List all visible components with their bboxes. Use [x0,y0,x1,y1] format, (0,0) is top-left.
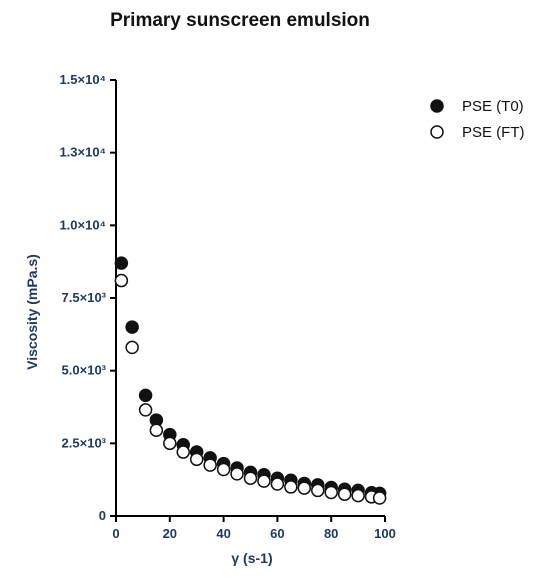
y-axis-label: Viscosity (mPa.s) [24,254,40,370]
y-tick-label: 1.3×10⁴ [59,145,106,160]
data-point [189,452,204,467]
data-point [125,320,139,334]
data-point [270,477,285,491]
data-point [372,491,387,505]
data-point [216,462,231,477]
data-point [324,485,338,500]
data-point [230,467,244,481]
series-pse-t0 [114,256,387,501]
data-point [284,480,298,494]
data-point [203,458,217,472]
y-axis-ticks: 0 2.5×10³ 5.0×10³ 7.5×10³ 1.0×10⁴ 1.3×10⁴ 1.5×… [59,72,116,523]
chart-title: Primary sunscreen emulsion [110,10,370,31]
data-point [351,488,365,503]
data-point [176,445,190,459]
legend-marker-open-circle-icon [430,125,444,139]
x-tick-label: 20 [163,526,177,541]
data-point [138,403,153,417]
y-tick-label: 1.0×10⁴ [59,217,106,232]
data-point [297,481,312,495]
x-tick-label: 40 [216,526,230,541]
data-point [311,483,325,498]
x-axis-label: γ (s-1) [231,550,272,566]
data-point [138,388,153,403]
data-point [114,256,129,270]
data-point [257,474,271,488]
x-tick-label: 80 [324,526,338,541]
y-tick-label: 2.5×10³ [62,435,107,450]
x-tick-label: 100 [374,526,396,541]
data-point [114,273,129,288]
x-tick-label: 0 [112,526,119,541]
legend-item-pse-t0: PSE (T0) [430,98,524,115]
y-tick-label: 1.5×10⁴ [59,72,106,87]
series-pse-ft [114,273,387,505]
y-tick-label: 7.5×10³ [62,290,107,305]
data-point [163,436,177,451]
legend-marker-filled-circle-icon [430,99,444,113]
data-point [125,340,139,355]
plot-series [114,256,387,505]
data-point [337,487,352,501]
data-point [243,471,258,485]
data-point [149,423,164,438]
x-tick-label: 60 [270,526,284,541]
legend-label-pse-ft: PSE (FT) [462,124,525,141]
y-tick-label: 0 [99,508,106,523]
x-axis-ticks: 0 20 40 60 80 100 [112,516,396,541]
legend-item-pse-ft: PSE (FT) [430,124,525,141]
legend: PSE (T0) PSE (FT) [430,98,525,141]
legend-label-pse-t0: PSE (T0) [462,98,524,115]
y-tick-label: 5.0×10³ [62,363,107,378]
